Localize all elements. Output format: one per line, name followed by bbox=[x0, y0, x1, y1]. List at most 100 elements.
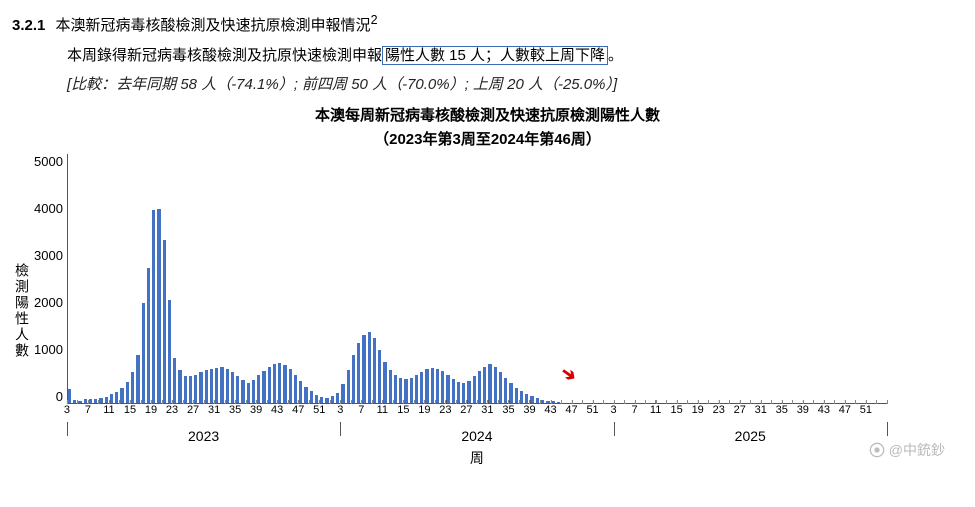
bar bbox=[184, 376, 187, 403]
year-separator bbox=[340, 422, 341, 436]
footnote-ref: 2 bbox=[371, 13, 378, 27]
bar bbox=[299, 381, 302, 403]
bar bbox=[231, 372, 234, 403]
bar bbox=[373, 338, 376, 403]
x-tick-minor bbox=[256, 400, 257, 404]
summary-suffix: 。 bbox=[608, 47, 623, 64]
x-tick-minor bbox=[298, 400, 299, 404]
x-tick-minor bbox=[119, 400, 120, 404]
x-tick-minor bbox=[340, 400, 341, 404]
bar bbox=[389, 370, 392, 403]
x-tick-minor bbox=[519, 400, 520, 404]
bar bbox=[530, 396, 533, 403]
x-tick-minor bbox=[614, 400, 615, 404]
x-tick-label: 11 bbox=[103, 404, 114, 416]
x-tick-minor bbox=[656, 400, 657, 404]
x-tick-minor bbox=[771, 400, 772, 404]
x-tick-label: 31 bbox=[208, 404, 220, 416]
x-tick-minor bbox=[67, 400, 68, 404]
x-tick-minor bbox=[487, 400, 488, 404]
year-label: 2024 bbox=[461, 428, 492, 444]
bar bbox=[273, 364, 276, 403]
x-tick-minor bbox=[750, 400, 751, 404]
bar bbox=[115, 392, 118, 403]
weibo-icon bbox=[869, 442, 885, 458]
section-heading: 3.2.1 本澳新冠病毒核酸檢測及快速抗原檢測申報情況2 bbox=[12, 10, 963, 39]
bar bbox=[494, 367, 497, 403]
x-tick-label: 27 bbox=[460, 404, 472, 416]
x-tick-minor bbox=[508, 400, 509, 404]
x-tick-minor bbox=[414, 400, 415, 404]
x-tick-minor bbox=[351, 400, 352, 404]
x-tick-label: 3 bbox=[337, 404, 343, 416]
x-tick-label: 35 bbox=[229, 404, 241, 416]
summary-line: 本周錄得新冠病毒核酸檢測及抗原快速檢測申報陽性人數 15 人；人數較上周下降。 bbox=[12, 43, 963, 69]
chart-area: 檢測陽性人數 500040003000200010000 ➔ 371115192… bbox=[12, 154, 963, 468]
bar bbox=[362, 335, 365, 403]
x-tick-label: 39 bbox=[797, 404, 809, 416]
x-tick-minor bbox=[635, 400, 636, 404]
x-tick-minor bbox=[88, 400, 89, 404]
bar bbox=[126, 382, 129, 403]
chart-title: 本澳每周新冠病毒核酸檢測及快速抗原檢測陽性人數 bbox=[12, 104, 963, 128]
bar bbox=[436, 369, 439, 403]
bar bbox=[99, 398, 102, 403]
x-tick-label: 23 bbox=[713, 404, 725, 416]
x-tick-minor bbox=[551, 400, 552, 404]
x-tick-minor bbox=[319, 400, 320, 404]
x-tick-label: 43 bbox=[544, 404, 556, 416]
x-tick-minor bbox=[382, 400, 383, 404]
x-tick-minor bbox=[435, 400, 436, 404]
bar bbox=[509, 383, 512, 403]
x-tick-label: 31 bbox=[755, 404, 767, 416]
x-tick-minor bbox=[603, 400, 604, 404]
x-tick-minor bbox=[309, 400, 310, 404]
summary-prefix: 本周錄得新冠病毒核酸檢測及抗原快速檢測申報 bbox=[67, 47, 382, 64]
year-separator bbox=[887, 422, 888, 436]
x-tick-label: 51 bbox=[313, 404, 325, 416]
x-tick-minor bbox=[719, 400, 720, 404]
x-tick-minor bbox=[246, 400, 247, 404]
watermark-text: @中銃鈔 bbox=[889, 440, 945, 460]
bar bbox=[105, 397, 108, 403]
x-tick-minor bbox=[624, 400, 625, 404]
x-tick-minor bbox=[466, 400, 467, 404]
x-tick-minor bbox=[477, 400, 478, 404]
bar bbox=[236, 376, 239, 403]
bar bbox=[310, 391, 313, 403]
x-axis-ticks: 3711151923273135394347513711151923273135… bbox=[67, 404, 887, 422]
x-tick-minor bbox=[361, 400, 362, 404]
x-tick-minor bbox=[193, 400, 194, 404]
bar bbox=[215, 368, 218, 403]
x-tick-minor bbox=[330, 400, 331, 404]
bar bbox=[462, 383, 465, 403]
x-tick-minor bbox=[792, 400, 793, 404]
chart-container: 本澳每周新冠病毒核酸檢測及快速抗原檢測陽性人數 （2023年第3周至2024年第… bbox=[12, 104, 963, 468]
bar bbox=[410, 378, 413, 403]
x-tick-label: 39 bbox=[523, 404, 535, 416]
x-tick-minor bbox=[529, 400, 530, 404]
bar bbox=[194, 375, 197, 403]
x-tick-minor bbox=[141, 400, 142, 404]
bar bbox=[536, 398, 539, 403]
x-tick-label: 47 bbox=[565, 404, 577, 416]
x-tick-minor bbox=[277, 400, 278, 404]
x-axis-label: 周 bbox=[67, 448, 887, 468]
bar bbox=[347, 370, 350, 403]
bar bbox=[546, 401, 549, 403]
bar bbox=[541, 400, 544, 403]
bar bbox=[278, 363, 281, 403]
bar bbox=[315, 395, 318, 403]
x-tick-label: 7 bbox=[358, 404, 364, 416]
x-tick-label: 15 bbox=[671, 404, 683, 416]
bar bbox=[341, 384, 344, 403]
y-axis-label: 檢測陽性人數 bbox=[12, 263, 34, 359]
bar bbox=[404, 379, 407, 403]
x-tick-minor bbox=[267, 400, 268, 404]
x-tick-label: 15 bbox=[397, 404, 409, 416]
x-tick-label: 3 bbox=[611, 404, 617, 416]
x-tick-minor bbox=[687, 400, 688, 404]
x-tick-label: 11 bbox=[650, 404, 661, 416]
x-tick-minor bbox=[582, 400, 583, 404]
bar bbox=[420, 372, 423, 403]
